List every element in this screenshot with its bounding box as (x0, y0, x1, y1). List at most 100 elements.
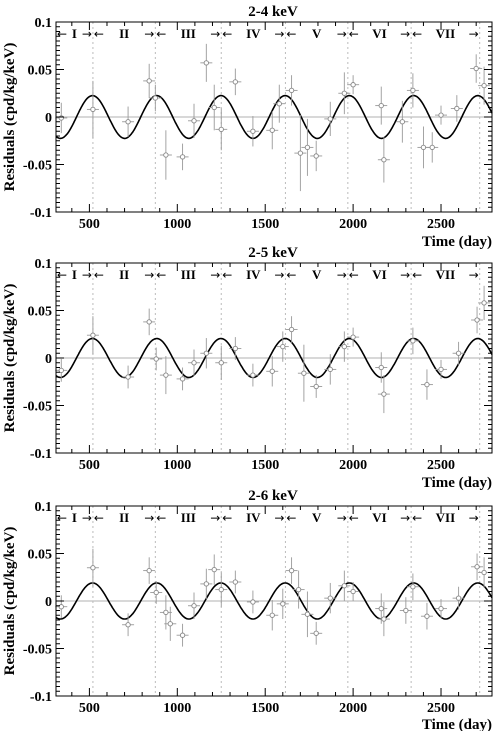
phase-label: I (72, 510, 77, 525)
data-point (246, 116, 259, 147)
data-point (122, 106, 135, 137)
y-tick-label: 0 (45, 595, 52, 610)
data-point (478, 285, 491, 320)
x-tick-label: 1500 (251, 458, 279, 473)
point-marker (58, 367, 64, 373)
y-tick-label: -0.05 (23, 643, 52, 658)
y-tick-label: 0.1 (35, 500, 53, 515)
phase-arrow-right: → (337, 27, 347, 41)
point-marker (288, 326, 295, 333)
data-point (188, 103, 201, 138)
data-point (478, 66, 491, 105)
data-point (338, 570, 351, 601)
data-point (377, 375, 390, 414)
phase-arrow-right: → (210, 27, 220, 41)
phase-arrow-left: ← (286, 268, 296, 282)
data-point (285, 557, 298, 584)
point-marker (481, 300, 487, 306)
data-point (471, 553, 484, 581)
data-point (200, 338, 213, 369)
phase-arrow-left: ← (94, 27, 104, 41)
data-point (143, 63, 156, 98)
point-marker (350, 588, 356, 595)
data-point (338, 331, 351, 362)
data-point (215, 108, 228, 151)
data-point (273, 84, 286, 123)
point-marker (125, 374, 131, 380)
data-point (406, 573, 419, 601)
point-marker (191, 360, 197, 366)
phase-arrow-left: ← (156, 511, 166, 525)
point-marker (350, 82, 356, 88)
x-tick-label: 1500 (251, 217, 279, 232)
data-point (285, 75, 298, 106)
point-marker (297, 150, 304, 156)
point-marker (474, 564, 480, 570)
data-point (276, 588, 289, 620)
data-point (417, 126, 430, 169)
data-point (324, 101, 337, 136)
panel-title: 2-5 keV (248, 245, 298, 261)
data-point (471, 306, 484, 334)
point-marker (410, 584, 416, 590)
phase-label: VII (436, 510, 456, 525)
data-point (452, 341, 465, 365)
data-point (215, 345, 228, 380)
fit-curve (55, 94, 493, 140)
phase-arrow-right: → (337, 511, 347, 525)
point-marker (381, 391, 387, 397)
point-marker (218, 126, 224, 133)
point-marker (438, 605, 444, 612)
data-point (229, 337, 242, 360)
point-marker (250, 372, 256, 378)
phase-arrow-left: ← (156, 27, 166, 41)
y-tick-label: 0.1 (35, 16, 53, 31)
data-point (324, 582, 337, 614)
data-point (188, 592, 201, 620)
phase-label: I (72, 26, 77, 41)
phase-label: VII (436, 26, 456, 41)
x-tick-label: 500 (79, 217, 100, 232)
point-marker (381, 616, 387, 622)
point-marker (191, 603, 197, 609)
point-marker (295, 586, 302, 593)
y-tick-label: -0.1 (30, 206, 52, 221)
y-tick-label: -0.05 (23, 159, 52, 174)
point-marker (191, 118, 197, 124)
point-marker (179, 376, 186, 382)
point-marker (454, 105, 460, 112)
point-marker (481, 569, 487, 576)
data-point (396, 100, 409, 143)
point-marker (327, 116, 333, 122)
data-point (324, 354, 337, 385)
point-marker (378, 102, 384, 109)
point-marker (304, 611, 311, 617)
phase-arrow-right: → (469, 27, 479, 41)
point-marker (179, 154, 186, 160)
data-point (285, 316, 298, 343)
point-marker (341, 343, 347, 350)
phase-label: II (119, 510, 129, 525)
data-point (159, 356, 172, 395)
data-point (297, 344, 310, 402)
point-marker (304, 144, 311, 151)
phase-label: VII (436, 267, 456, 282)
phase-label: II (119, 267, 129, 282)
point-marker (58, 604, 64, 610)
data-point (122, 365, 135, 389)
y-tick-label: 0.05 (28, 548, 53, 563)
phase-arrow-left: ← (412, 268, 422, 282)
x-tick-label: 2000 (339, 217, 367, 232)
data-point (86, 80, 99, 138)
y-axis-title: Residuals (cpd/kg/keV) (2, 284, 18, 433)
data-point (406, 73, 419, 108)
phase-arrow-left: ← (222, 27, 232, 41)
point-marker (438, 366, 444, 373)
data-point (310, 621, 323, 645)
data-point (246, 363, 259, 387)
point-marker (250, 128, 256, 134)
data-point (310, 375, 323, 398)
phase-arrow-left: ← (57, 27, 67, 41)
data-point (55, 595, 68, 619)
